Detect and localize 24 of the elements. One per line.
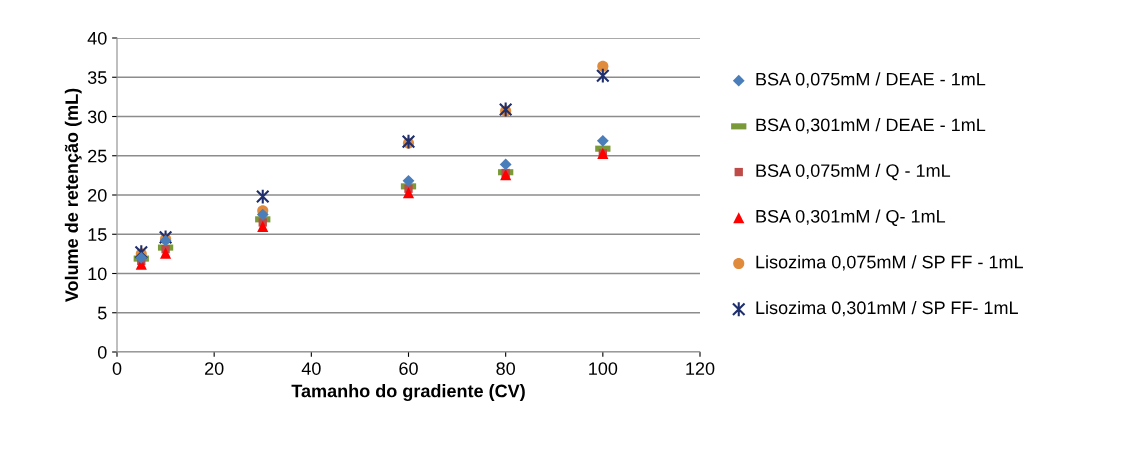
y-axis-title: Volume de retenção (mL) bbox=[64, 88, 82, 303]
y-tick-label: 35 bbox=[87, 71, 107, 84]
legend-label: BSA 0,075mM / Q - 1mL bbox=[756, 163, 951, 181]
y-tick-label: 20 bbox=[88, 188, 107, 202]
x-tick-label: 20 bbox=[205, 362, 224, 375]
y-tick-label: 10 bbox=[88, 267, 107, 281]
legend-label: BSA 0,075mM / DEAE - 1mL bbox=[756, 72, 986, 88]
x-axis-title: Tamanho do gradiente (CV) bbox=[291, 384, 525, 402]
x-tick-label: 0 bbox=[112, 362, 122, 375]
y-tick-label: 25 bbox=[88, 149, 107, 163]
x-tick-label: 80 bbox=[496, 362, 515, 375]
y-tick-label: 5 bbox=[97, 306, 107, 320]
x-tick-label: 40 bbox=[301, 362, 321, 375]
legend-label: Lisozima 0,075mM / SP FF - 1mL bbox=[756, 255, 1023, 271]
y-tick-label: 0 bbox=[97, 345, 107, 359]
y-tick-label: 40 bbox=[87, 31, 107, 45]
legend-label: Lisozima 0,301mM / SP FF- 1mL bbox=[756, 300, 1018, 317]
legend-label: BSA 0,301mM / Q- 1mL bbox=[756, 209, 946, 226]
legend-label: BSA 0,301mM / DEAE - 1mL bbox=[756, 118, 986, 134]
y-tick-label: 30 bbox=[87, 110, 107, 124]
x-tick-label: 100 bbox=[589, 362, 618, 375]
x-tick-label: 120 bbox=[686, 362, 715, 375]
x-tick-label: 60 bbox=[399, 362, 418, 375]
y-tick-label: 15 bbox=[88, 228, 107, 241]
